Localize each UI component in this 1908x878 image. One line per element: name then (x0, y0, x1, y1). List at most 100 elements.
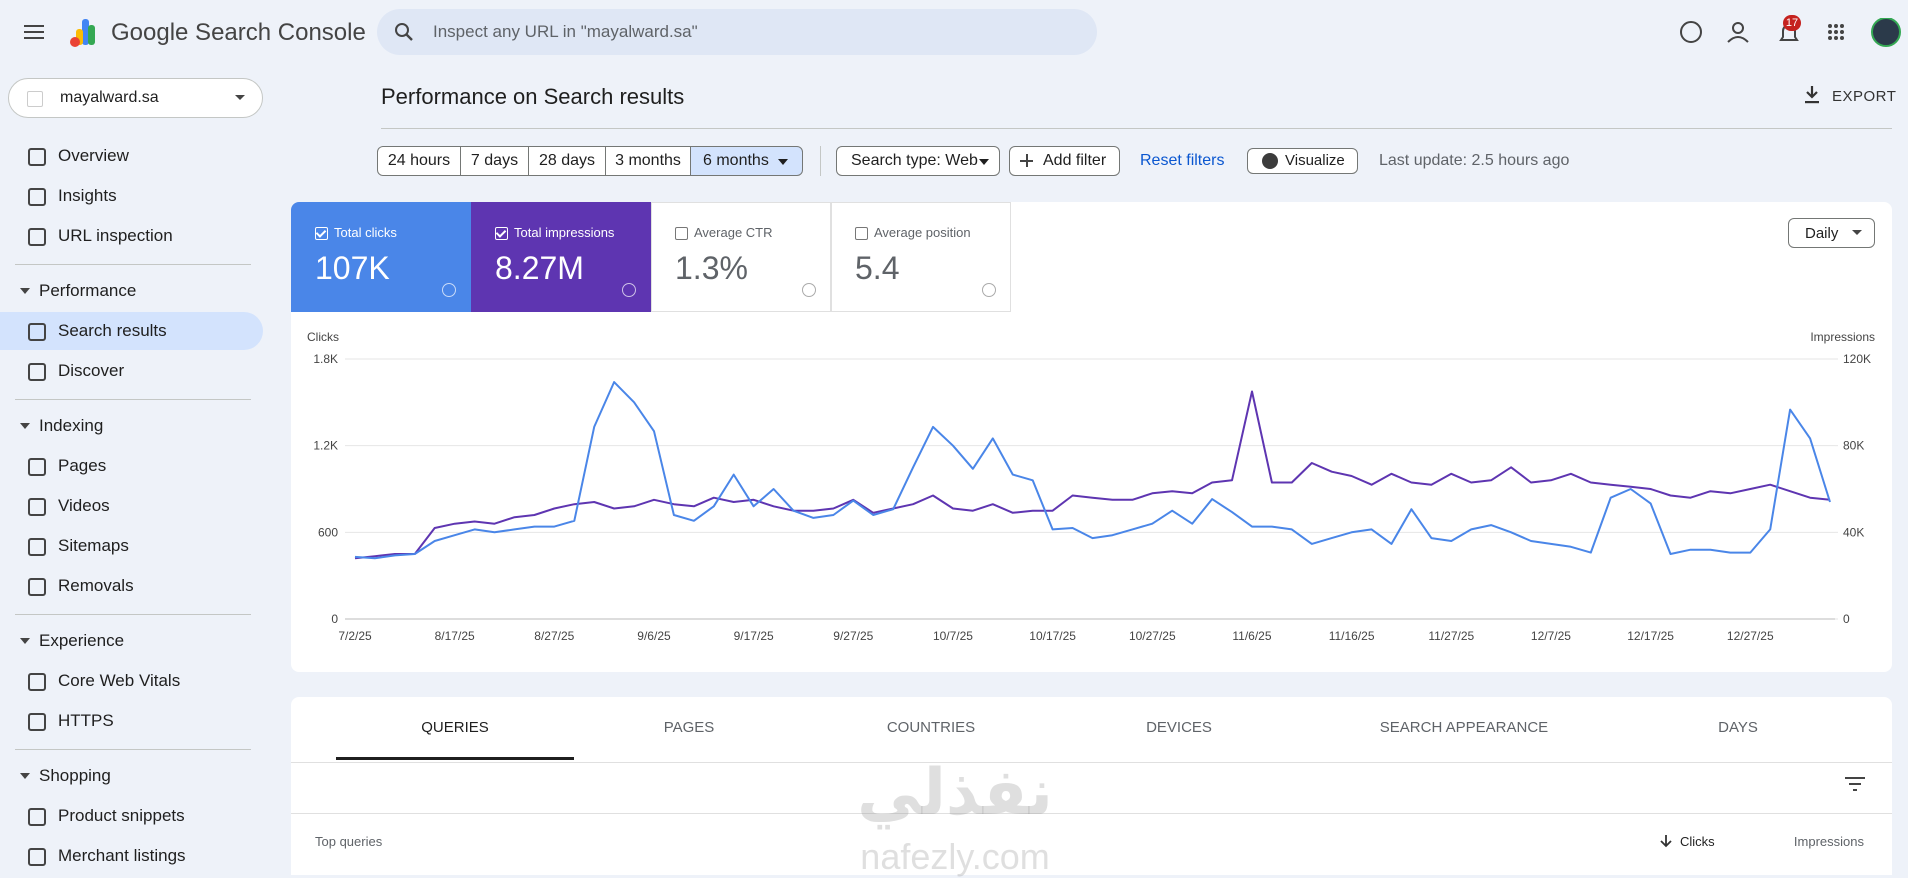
x-tick-label: 12/27/25 (1727, 629, 1774, 643)
nav-icon (28, 228, 46, 246)
tab[interactable]: PAGES (663, 719, 715, 736)
search-icon (395, 23, 413, 41)
nav-item[interactable]: Search results (58, 321, 167, 340)
export-icon (1805, 86, 1819, 104)
nav-section[interactable]: Indexing (39, 416, 104, 435)
property-selector[interactable]: mayalward.sa (8, 78, 263, 118)
expand-arrow (20, 423, 30, 429)
y2-tick-label: 0 (1843, 612, 1850, 626)
nav-icon (28, 323, 46, 341)
nav-item[interactable]: Core Web Vitals (58, 671, 181, 690)
nav-icon (28, 848, 46, 866)
metric-value: 1.3% (675, 250, 748, 286)
nav-section[interactable]: Performance (39, 281, 137, 300)
column-header[interactable]: Clicks (1680, 834, 1715, 849)
nav-item[interactable]: HTTPS (58, 711, 114, 730)
account-settings-icon[interactable] (1732, 22, 1744, 34)
metric-tile[interactable] (471, 202, 651, 312)
nav-item[interactable]: Merchant listings (58, 846, 186, 865)
x-tick-label: 12/7/25 (1531, 629, 1571, 643)
granularity-dropdown[interactable]: Daily (1788, 218, 1875, 248)
nav-item[interactable]: Product snippets (58, 806, 185, 825)
y-axis-title: Clicks (307, 330, 339, 344)
metric-checkbox (855, 227, 868, 240)
reset-filters-link[interactable]: Reset filters (1140, 152, 1225, 169)
date-range-button[interactable]: 24 hours (377, 146, 461, 176)
y-tick-label: 0 (331, 612, 338, 626)
help-icon (442, 283, 456, 297)
logo (70, 19, 95, 47)
date-range-button[interactable]: 28 days (528, 146, 606, 176)
table-title: Top queries (315, 834, 383, 849)
product-name: Google Search Console (111, 19, 366, 46)
page-title: Performance on Search results (381, 84, 685, 109)
avatar[interactable] (1871, 18, 1901, 47)
column-header[interactable]: Impressions (1793, 834, 1864, 849)
help-icon (622, 283, 636, 297)
header-icons (1680, 18, 1901, 47)
nav-section[interactable]: Shopping (39, 766, 111, 785)
date-range-button[interactable]: 7 days (460, 146, 529, 176)
nav-section[interactable]: Experience (39, 631, 125, 650)
visualize-icon (1262, 153, 1278, 169)
metric-label: Total clicks (334, 225, 397, 240)
metric-tile[interactable] (651, 202, 831, 312)
x-tick-label: 12/17/25 (1627, 629, 1674, 643)
x-tick-label: 9/17/25 (734, 629, 774, 643)
menu-button[interactable] (22, 20, 46, 44)
nav-icon (28, 808, 46, 826)
y-tick-label: 1.2K (313, 439, 338, 453)
help-icon[interactable] (1680, 21, 1702, 43)
y-tick-label: 600 (318, 525, 338, 539)
x-tick-label: 9/6/25 (637, 629, 671, 643)
nav-icon (28, 713, 46, 731)
table-card (291, 697, 1892, 875)
nav-item[interactable]: Sitemaps (58, 536, 129, 555)
metric-value: 107K (315, 250, 390, 286)
export-button[interactable]: EXPORT (1832, 88, 1897, 105)
x-tick-label: 11/6/25 (1232, 629, 1271, 643)
nav-item[interactable]: Overview (58, 146, 129, 165)
metric-value: 5.4 (855, 250, 900, 286)
metric-checkbox (315, 227, 328, 240)
tab[interactable]: DAYS (1718, 719, 1758, 736)
nav-item[interactable]: Videos (58, 496, 110, 515)
tab-indicator (336, 757, 574, 760)
divider (291, 813, 1892, 814)
metric-label: Average CTR (694, 225, 773, 240)
divider (291, 762, 1892, 763)
dropdown-arrow (778, 159, 788, 165)
nav-item[interactable]: Insights (58, 186, 117, 205)
url-search[interactable]: Inspect any URL in "mayalward.sa" (377, 9, 1097, 55)
nav-item[interactable]: Pages (58, 456, 107, 475)
tab[interactable]: QUERIES (421, 719, 489, 736)
metric-value: 8.27M (495, 250, 584, 286)
tab[interactable]: SEARCH APPEARANCE (1379, 719, 1549, 736)
nav-item[interactable]: Removals (58, 576, 134, 595)
nav-item[interactable]: URL inspection (58, 226, 173, 245)
metric-label: Total impressions (514, 225, 615, 240)
nav-highlight (0, 312, 263, 350)
nav-icon (28, 363, 46, 381)
nav-icon (28, 188, 46, 206)
metric-tile[interactable] (291, 202, 471, 312)
apps-icon[interactable] (1828, 24, 1844, 40)
sort-icon[interactable] (1660, 834, 1672, 848)
nav-icon (28, 498, 46, 516)
metric-label: Average position (874, 225, 971, 240)
metric-tile[interactable] (831, 202, 1011, 312)
nav-icon (28, 673, 46, 691)
y2-tick-label: 80K (1843, 439, 1864, 453)
x-tick-label: 10/27/25 (1129, 629, 1176, 643)
search-type-button[interactable]: Search type: Web (836, 146, 1000, 176)
tab[interactable]: DEVICES (1146, 719, 1212, 736)
tab[interactable]: COUNTRIES (886, 719, 976, 736)
property-name: mayalward.sa (60, 89, 159, 106)
filter-rows-icon[interactable] (1845, 776, 1865, 792)
expand-arrow (20, 638, 30, 644)
date-range-button[interactable]: 3 months (605, 146, 691, 176)
nav-item[interactable]: Discover (58, 361, 125, 380)
search-placeholder: Inspect any URL in "mayalward.sa" (433, 22, 698, 41)
nav-icon (28, 458, 46, 476)
series-line (354, 390, 1831, 560)
